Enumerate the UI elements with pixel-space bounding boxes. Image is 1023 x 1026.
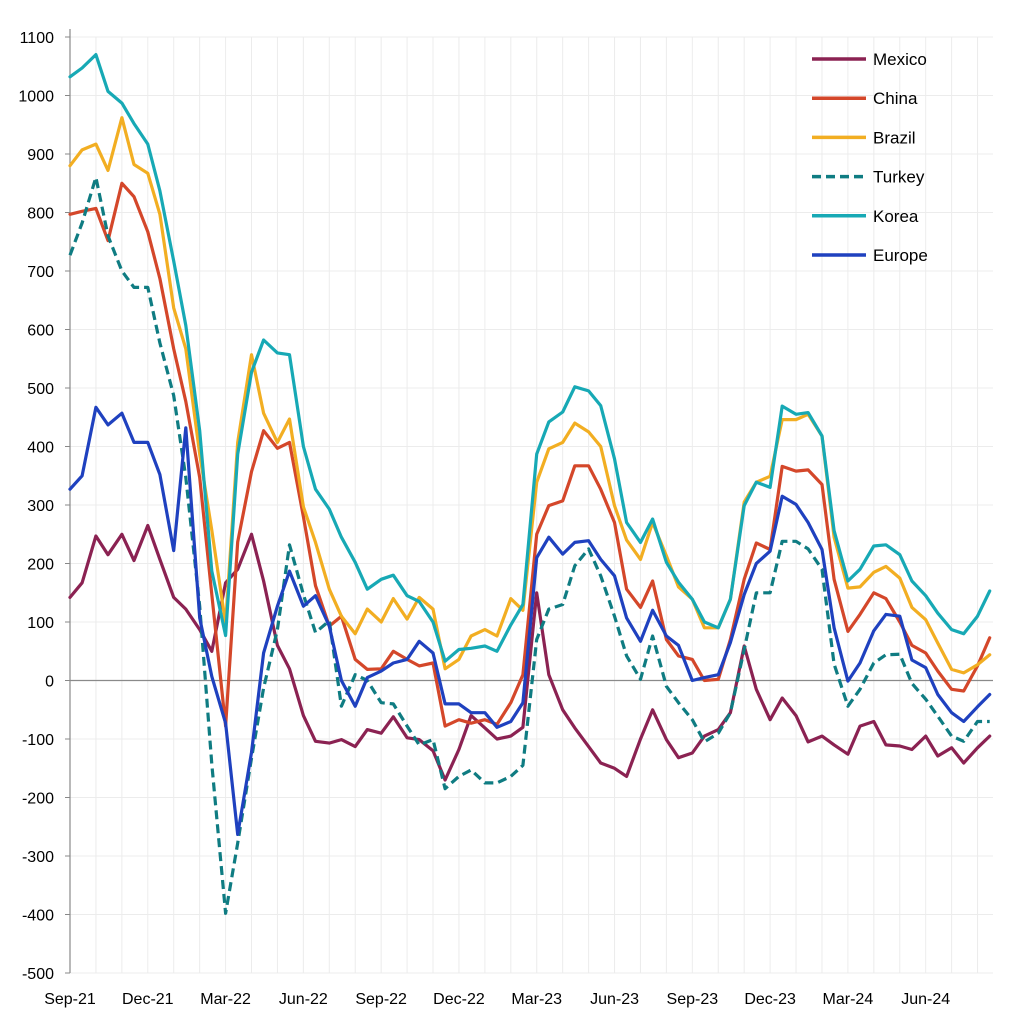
y-tick-label: -300 — [22, 849, 54, 866]
legend-label-korea: Korea — [873, 207, 919, 226]
x-tick-label: Dec-21 — [122, 991, 174, 1008]
y-tick-label: 300 — [27, 498, 54, 515]
y-tick-label: 200 — [27, 557, 54, 574]
x-tick-label: Sep-23 — [667, 991, 719, 1008]
y-tick-label: 800 — [27, 206, 54, 223]
series-line-korea — [68, 52, 992, 663]
x-tick-label: Mar-22 — [200, 991, 251, 1008]
y-tick-label: 1100 — [20, 30, 55, 47]
x-tick-label: Mar-23 — [511, 991, 562, 1008]
y-tick-label: 900 — [27, 147, 54, 164]
legend-label-turkey: Turkey — [873, 168, 925, 187]
series-lines — [68, 52, 992, 915]
legend: Mexico China Brazil Turkey Korea Europe — [812, 50, 928, 265]
y-tick-label: -100 — [22, 732, 54, 749]
x-axis: Sep-21 Dec-21 Mar-22 Jun-22 Sep-22 Dec-22 Mar-… — [44, 991, 950, 1008]
legend-label-brazil: Brazil — [873, 128, 916, 147]
x-tick-label: Dec-23 — [744, 991, 796, 1008]
x-tick-label: Jun-24 — [901, 991, 950, 1008]
x-tick-label: Jun-23 — [590, 991, 639, 1008]
x-tick-label: Jun-22 — [279, 991, 328, 1008]
legend-label-mexico: Mexico — [873, 50, 927, 69]
series-line-mexico — [68, 523, 992, 782]
legend-label-china: China — [873, 89, 918, 108]
y-tick-label: 500 — [27, 381, 54, 398]
x-tick-label: Mar-24 — [823, 991, 874, 1008]
y-tick-label: 1000 — [18, 89, 54, 106]
y-tick-label: -400 — [22, 908, 54, 925]
y-tick-label: 600 — [27, 323, 54, 340]
series-line-china — [68, 181, 992, 728]
y-tick-label: 0 — [45, 674, 54, 691]
x-tick-label: Sep-22 — [355, 991, 407, 1008]
x-tick-label: Dec-22 — [433, 991, 485, 1008]
gridlines — [70, 36, 993, 974]
series-line-europe — [68, 405, 992, 837]
y-tick-label: 700 — [27, 264, 54, 281]
series-line-turkey — [68, 175, 990, 915]
y-tick-label: -500 — [22, 966, 54, 983]
y-tick-label: -200 — [22, 791, 54, 808]
y-axis: -500 -400 -300 -200 -100 0 100 200 300 400 500 600 7… — [18, 29, 71, 983]
y-tick-label: 400 — [27, 440, 54, 457]
legend-label-europe: Europe — [873, 246, 928, 265]
x-tick-label: Sep-21 — [44, 991, 96, 1008]
y-tick-label: 100 — [27, 615, 54, 632]
